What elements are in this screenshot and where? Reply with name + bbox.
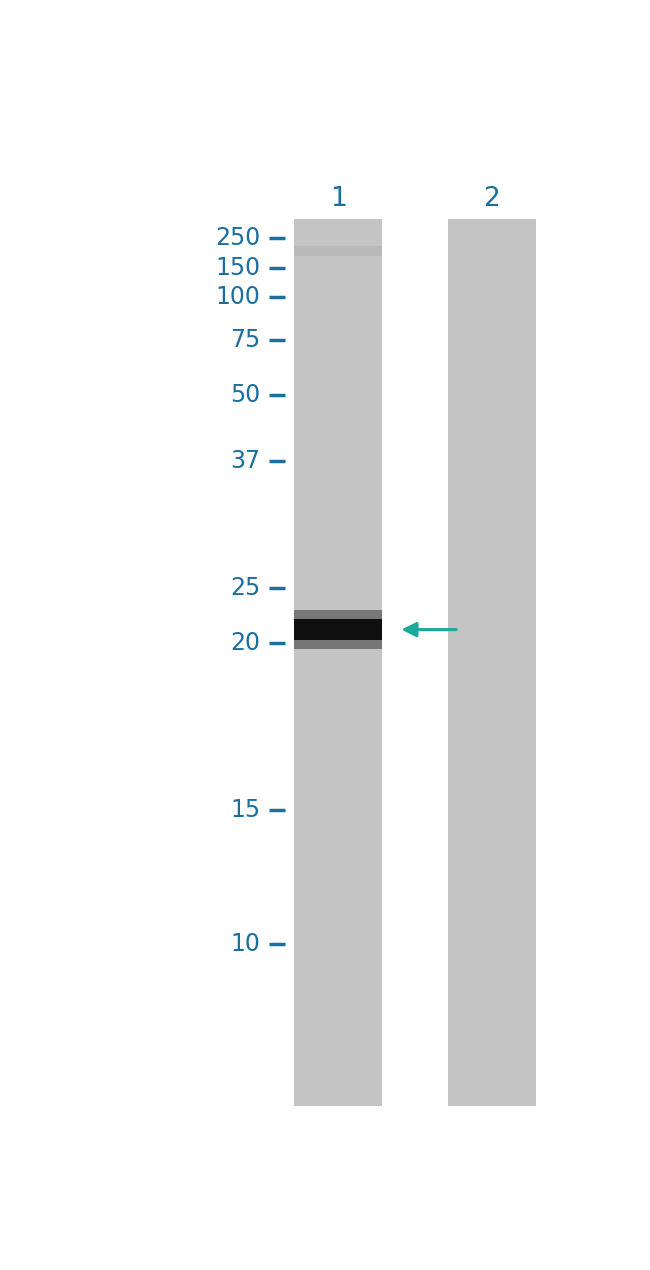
Text: 10: 10: [230, 932, 260, 956]
Text: 50: 50: [230, 384, 260, 406]
Text: 75: 75: [230, 328, 260, 352]
Text: 2: 2: [484, 187, 501, 212]
Text: 250: 250: [215, 226, 260, 250]
Bar: [294, 611, 382, 618]
Text: 15: 15: [230, 798, 260, 822]
Text: 20: 20: [230, 631, 260, 655]
Bar: [294, 618, 382, 640]
Bar: [448, 218, 536, 1106]
Bar: [294, 218, 382, 1106]
Bar: [294, 246, 382, 257]
Text: 25: 25: [230, 575, 260, 599]
Text: 1: 1: [330, 187, 346, 212]
Bar: [294, 640, 382, 649]
Text: 37: 37: [230, 450, 260, 474]
Text: 100: 100: [215, 286, 260, 309]
Text: 150: 150: [215, 255, 260, 279]
